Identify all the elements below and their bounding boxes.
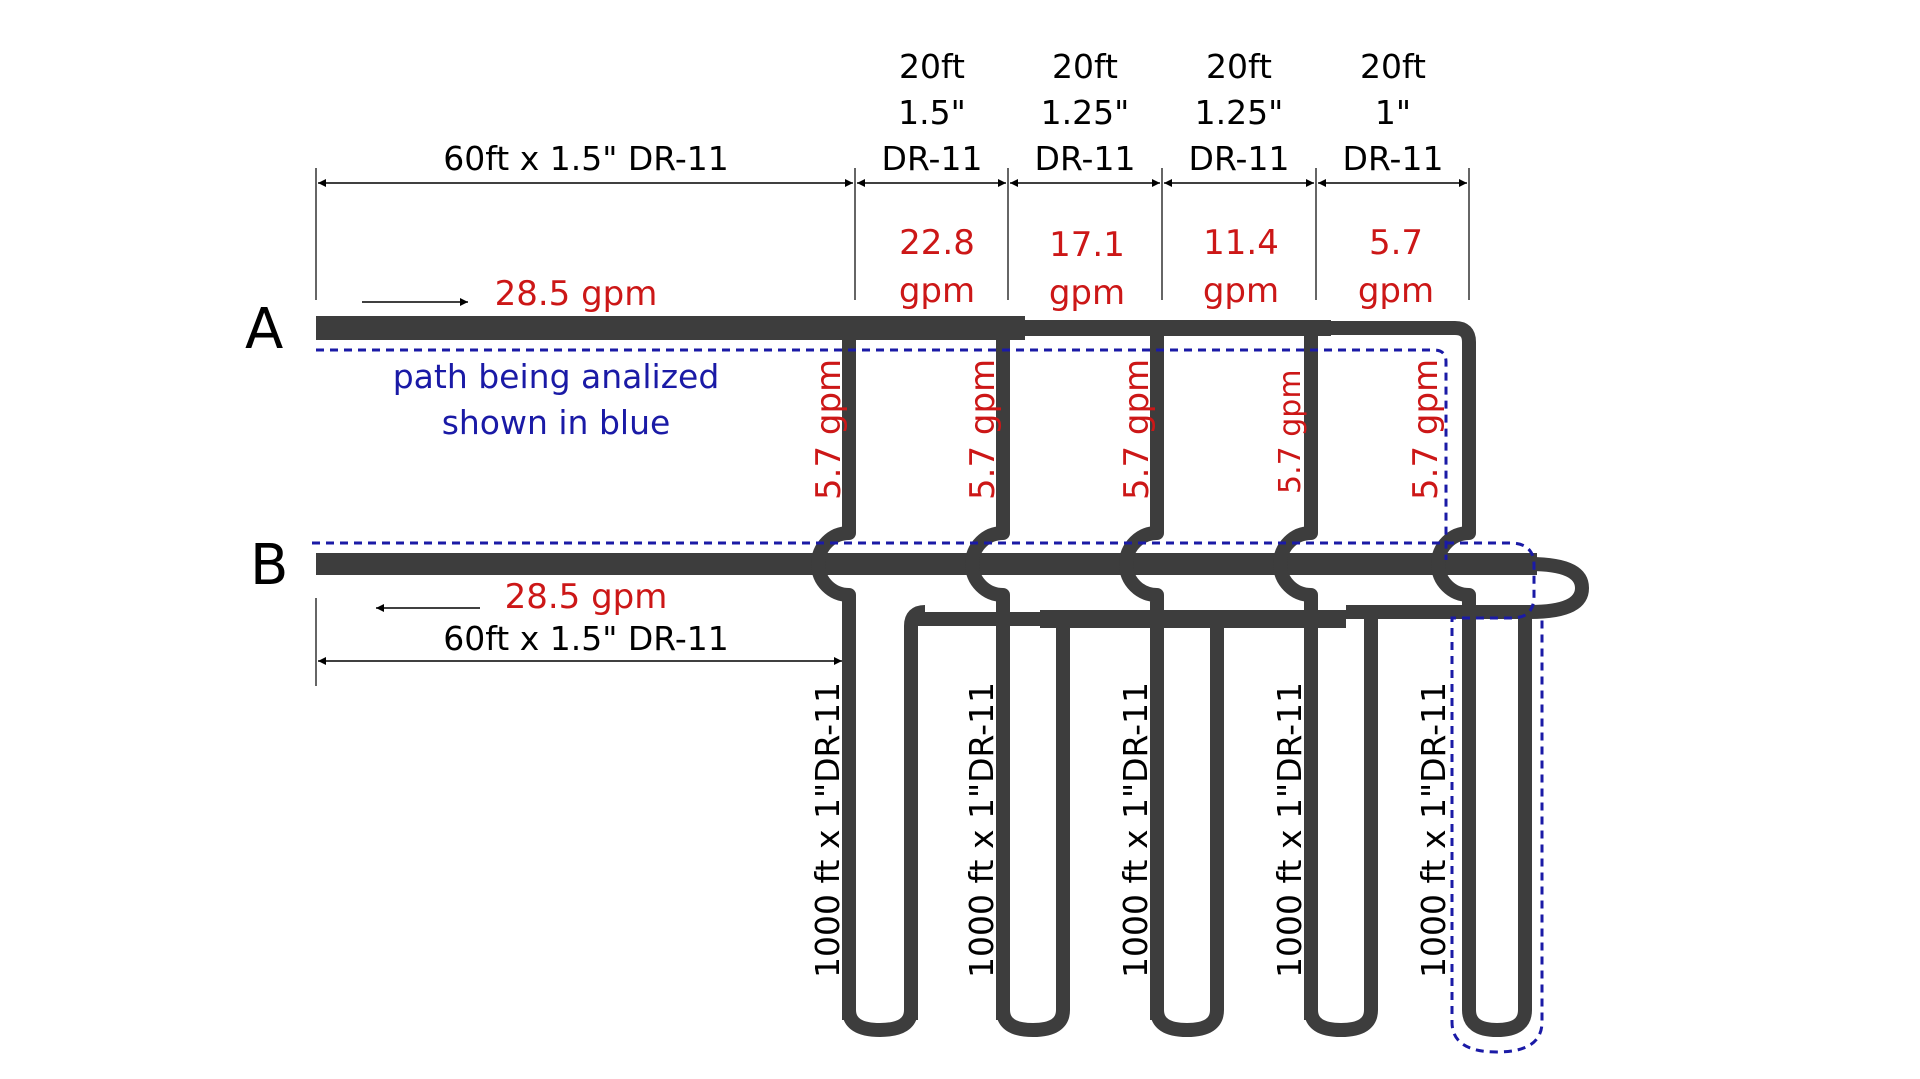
analyzed-path: [312, 348, 1544, 1054]
segment-size: 1": [1375, 93, 1411, 132]
branch-4-pipe: [1273, 328, 1318, 1020]
loop-5: [1462, 612, 1532, 1037]
flow-value: 5.7: [1369, 223, 1423, 263]
return-flow-label: 28.5 gpm: [505, 577, 668, 617]
segment-length: 20ft: [1360, 47, 1426, 86]
segment-4-flow: 5.7 gpm: [1358, 223, 1434, 311]
flow-value: 17.1: [1049, 225, 1125, 265]
flow-unit: gpm: [899, 271, 975, 311]
return-header: [316, 553, 1537, 575]
branch-2-pipe: [965, 328, 1010, 1020]
segment-size: 1.25": [1041, 93, 1130, 132]
segment-4-label: 20ft 1" DR-11: [1343, 47, 1444, 178]
segment-size: 1.5": [898, 93, 966, 132]
segment-2-flow: 17.1 gpm: [1049, 225, 1125, 313]
header-segment-4: [1331, 321, 1476, 520]
branch-2-flow: 5.7 gpm: [963, 359, 1003, 500]
segment-2-label: 20ft 1.25" DR-11: [1035, 47, 1136, 178]
segment-dr: DR-11: [1343, 139, 1444, 178]
node-b-label: B: [250, 533, 288, 598]
segment-1-flow: 22.8 gpm: [899, 223, 975, 311]
segment-size: 1.25": [1195, 93, 1284, 132]
return-pipe-label: 60ft x 1.5" DR-11: [443, 619, 729, 658]
segment-1-label: 20ft 1.5" DR-11: [882, 47, 983, 178]
supply-header: [316, 316, 1025, 340]
loop-4-label: 1000 ft x 1"DR-11: [1270, 682, 1309, 978]
return-header-elbow: [1346, 557, 1589, 619]
loop-3-label: 1000 ft x 1"DR-11: [1116, 682, 1155, 978]
segment-dr: DR-11: [1189, 139, 1290, 178]
segment-dr: DR-11: [1035, 139, 1136, 178]
node-a-label: A: [245, 297, 283, 362]
loop-2: [996, 619, 1070, 1037]
supply-flow-label: 28.5 gpm: [495, 274, 658, 314]
segment-length: 20ft: [1052, 47, 1118, 86]
flow-value: 22.8: [899, 223, 975, 263]
dimension-lines: [315, 168, 1470, 686]
loop-3: [1150, 619, 1224, 1037]
path-annotation-line2: shown in blue: [442, 403, 671, 442]
loop-1-label: 1000 ft x 1"DR-11: [808, 682, 847, 978]
segment-length: 20ft: [899, 47, 965, 86]
loop-1: [842, 1009, 918, 1037]
branch-3-pipe: [1119, 328, 1164, 1020]
loop-5-label: 1000 ft x 1"DR-11: [1414, 682, 1453, 978]
pipe-network: [316, 316, 1589, 1037]
segment-3-flow: 11.4 gpm: [1203, 223, 1279, 311]
flow-value: 11.4: [1203, 223, 1279, 263]
branch-1-flow: 5.7 gpm: [809, 359, 849, 500]
loop-4: [1304, 619, 1378, 1037]
flow-unit: gpm: [1203, 271, 1279, 311]
header-segment-3: [1025, 320, 1331, 336]
branch-3-flow: 5.7 gpm: [1117, 359, 1157, 500]
segment-length: 20ft: [1206, 47, 1272, 86]
segment-dr: DR-11: [882, 139, 983, 178]
segment-3-label: 20ft 1.25" DR-11: [1189, 47, 1290, 178]
path-annotation-line1: path being analized: [393, 357, 720, 396]
branch-1-pipe: [811, 328, 856, 1020]
branch-5-flow: 5.7 gpm: [1406, 359, 1446, 500]
branch-4-flow: 5.7 gpm: [1273, 369, 1308, 494]
flow-unit: gpm: [1358, 271, 1434, 311]
loop-return-header: [1040, 610, 1346, 628]
loop-return-elbow: [904, 605, 926, 1020]
loop-2-label: 1000 ft x 1"DR-11: [962, 682, 1001, 978]
branch-5-pipe: [1431, 512, 1476, 620]
flow-unit: gpm: [1049, 273, 1125, 313]
supply-pipe-label: 60ft x 1.5" DR-11: [443, 139, 729, 178]
